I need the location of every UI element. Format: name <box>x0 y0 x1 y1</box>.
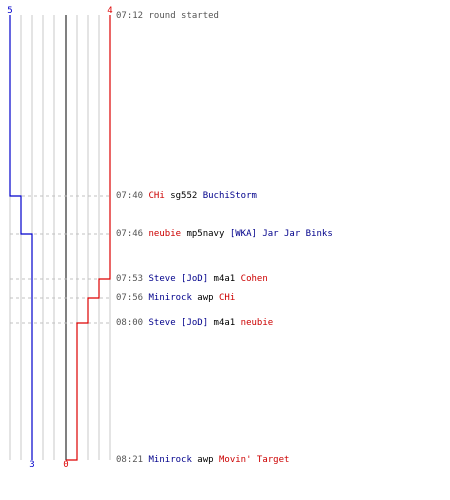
victim-name: neubie <box>240 318 274 328</box>
weapon-name: m4a1 <box>213 318 236 328</box>
event-time: 07:40 <box>116 191 144 201</box>
red-end-count: 0 <box>63 460 68 470</box>
victim-name: Movin' Target <box>218 455 290 465</box>
blue-team-step-line <box>9 15 33 460</box>
event-time: 07:12 <box>116 11 144 21</box>
killer-name: Minirock <box>148 455 192 465</box>
event-time: 08:21 <box>116 455 144 465</box>
killer-name: CHi <box>148 191 165 201</box>
weapon-name: sg552 <box>170 191 198 201</box>
weapon-name: m4a1 <box>213 274 236 284</box>
player-count-grid <box>9 15 111 460</box>
event-row: 07:46 neubie mp5navy [WKA] Jar Jar Binks <box>116 229 333 239</box>
event-time: 07:53 <box>116 274 144 284</box>
killer-name: Steve [JoD] <box>148 274 209 284</box>
killer-name: Minirock <box>148 293 192 303</box>
victim-name: [WKA] Jar Jar Binks <box>229 229 333 239</box>
weapon-name: awp <box>197 293 214 303</box>
victim-name: BuchiStorm <box>202 191 257 201</box>
event-message: round started <box>148 11 219 21</box>
event-row: 07:40 CHi sg552 BuchiStorm <box>116 191 257 201</box>
red-team-step-line <box>66 15 111 461</box>
victim-name: CHi <box>218 293 236 303</box>
victim-name: Cohen <box>240 274 268 284</box>
team-step-lines <box>9 15 111 461</box>
event-time: 08:00 <box>116 318 144 328</box>
event-row-start: 07:12 round started <box>116 11 219 21</box>
blue-end-count: 3 <box>29 460 34 470</box>
weapon-name: awp <box>197 455 214 465</box>
killer-name: neubie <box>148 229 182 239</box>
event-guide-lines <box>10 195 110 324</box>
event-time: 07:56 <box>116 293 144 303</box>
event-row: 08:21 Minirock awp Movin' Target <box>116 455 289 465</box>
event-time: 07:46 <box>116 229 144 239</box>
red-start-count: 4 <box>107 6 112 16</box>
killer-name: Steve [JoD] <box>148 318 209 328</box>
event-row: 07:56 Minirock awp CHi <box>116 293 235 303</box>
blue-start-count: 5 <box>7 6 12 16</box>
event-row: 08:00 Steve [JoD] m4a1 neubie <box>116 318 273 328</box>
team-count-labels: 5 4 3 0 <box>7 6 112 470</box>
weapon-name: mp5navy <box>186 229 225 239</box>
event-row: 07:53 Steve [JoD] m4a1 Cohen <box>116 274 268 284</box>
